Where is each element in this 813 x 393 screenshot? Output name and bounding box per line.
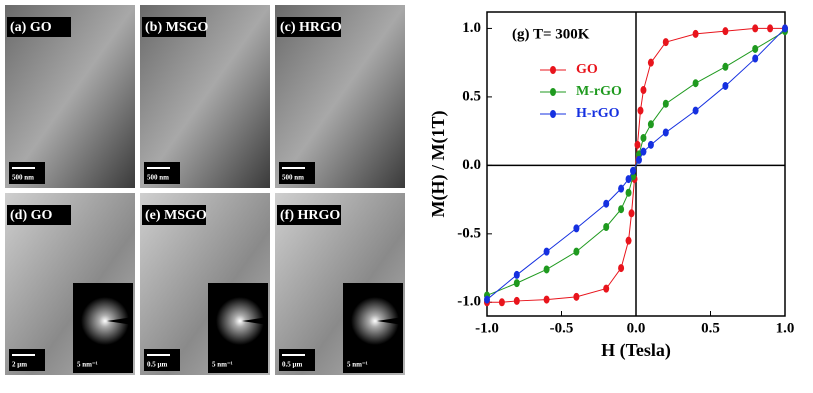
data-point — [692, 29, 699, 38]
diffraction — [351, 297, 399, 345]
panel-label: (a) GO — [10, 20, 52, 35]
x-tick-label: 0.5 — [701, 320, 720, 336]
label-bg — [142, 17, 206, 37]
x-tick-label: 1.0 — [776, 320, 795, 336]
annotation: (g) T= 300K — [512, 26, 590, 42]
x-tick-label: -0.5 — [550, 320, 574, 336]
inset-label: 5 nm⁻¹ — [77, 361, 98, 369]
micrographs: (a) GO 500 nm (b) MSGO 500 nm (c) HRGO 500 nm… — [5, 5, 405, 375]
data-point — [662, 38, 669, 47]
label-bg — [277, 205, 341, 225]
data-point — [603, 284, 610, 293]
panel-label: (d) GO — [10, 208, 53, 223]
legend-marker — [550, 66, 556, 74]
y-tick-label: -1.0 — [457, 294, 481, 310]
data-point — [640, 86, 647, 95]
beam-stop — [107, 317, 133, 325]
label-bg — [7, 205, 71, 225]
beam-stop — [242, 317, 268, 325]
data-point — [618, 205, 625, 214]
diffraction — [81, 297, 129, 345]
data-point — [484, 295, 490, 304]
legend-label: M-rGO — [576, 84, 622, 99]
scale-bar-label: 2 μm — [12, 361, 27, 369]
data-point — [628, 209, 635, 218]
x-axis-title: H (Tesla) — [601, 340, 671, 361]
data-point — [692, 106, 699, 115]
data-point — [637, 106, 644, 115]
scale-bar-label: 0.5 μm — [147, 361, 167, 369]
inset-label: 5 nm⁻¹ — [212, 361, 233, 369]
legend-marker — [550, 88, 556, 96]
data-point — [498, 298, 505, 307]
data-point — [625, 175, 632, 184]
data-point — [634, 140, 641, 149]
x-tick-label: 0.0 — [627, 320, 646, 336]
data-point — [543, 247, 550, 256]
x-tick-label: -1.0 — [475, 320, 499, 336]
panel-label: (f) HRGO — [280, 208, 340, 223]
y-tick-label: 0.5 — [462, 88, 481, 104]
data-point — [513, 279, 520, 288]
data-point — [513, 270, 520, 279]
data-point — [752, 44, 759, 53]
panel-label: (e) MSGO — [145, 208, 207, 223]
label-bg — [7, 17, 71, 37]
panel-label: (c) HRGO — [280, 20, 342, 35]
data-point — [752, 24, 759, 33]
panel-label: (b) MSGO — [145, 20, 209, 35]
scale-bar-label: 500 nm — [282, 174, 304, 182]
data-point — [647, 58, 654, 67]
data-point — [543, 265, 550, 274]
y-tick-label: 0.0 — [462, 157, 481, 173]
data-point — [603, 199, 610, 208]
data-point — [625, 188, 632, 197]
data-point — [722, 27, 729, 36]
legend-label: GO — [576, 62, 598, 77]
data-point — [782, 24, 788, 33]
legend-marker — [550, 110, 556, 118]
series-line — [486, 28, 786, 300]
data-point — [543, 295, 550, 304]
data-point — [647, 120, 654, 129]
data-point — [618, 184, 625, 193]
data-point — [618, 264, 625, 273]
data-point — [625, 236, 632, 245]
legend-label: H-rGO — [576, 106, 620, 121]
scale-bar-label: 500 nm — [12, 174, 34, 182]
label-bg — [142, 205, 206, 225]
diffraction — [216, 297, 264, 345]
y-tick-label: -0.5 — [457, 225, 481, 241]
y-tick-label: 1.0 — [462, 20, 481, 36]
data-point — [647, 140, 654, 149]
data-point — [573, 247, 580, 256]
scale-bar-label: 0.5 μm — [282, 361, 302, 369]
data-point — [603, 222, 610, 231]
data-point — [573, 224, 580, 233]
inset-label: 5 nm⁻¹ — [347, 361, 368, 369]
data-point — [513, 296, 520, 305]
label-bg — [277, 17, 341, 37]
data-point — [630, 166, 637, 175]
y-axis-title: M(H) / M(1T) — [428, 111, 449, 218]
scale-bar-label: 500 nm — [147, 174, 169, 182]
data-point — [767, 24, 774, 33]
data-point — [692, 79, 699, 88]
data-point — [722, 81, 729, 90]
data-point — [662, 128, 669, 137]
data-point — [640, 147, 647, 156]
data-point — [722, 62, 729, 71]
data-point — [662, 99, 669, 108]
data-point — [752, 54, 759, 63]
series-line — [487, 27, 785, 303]
beam-stop — [377, 317, 403, 325]
data-point — [640, 133, 647, 142]
data-point — [635, 155, 642, 164]
data-point — [573, 292, 580, 301]
